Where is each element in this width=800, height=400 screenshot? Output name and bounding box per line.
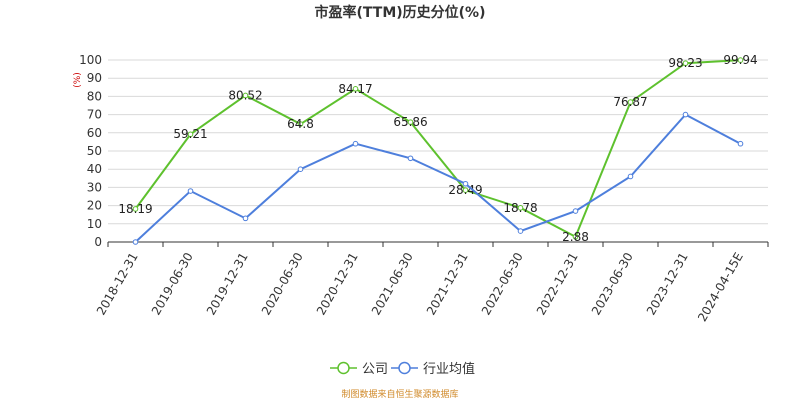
legend-label-company: 公司 — [362, 362, 388, 377]
legend-marker-circle — [337, 361, 350, 375]
data-label: 99.94 — [723, 53, 757, 67]
x-tick-label: 2023-06-30 — [589, 250, 636, 317]
data-point — [517, 205, 524, 211]
data-point — [627, 173, 634, 180]
legend-label-industry: 行业均值 — [423, 361, 475, 377]
x-tick-label: 2022-12-31 — [534, 250, 581, 317]
data-label: 80.52 — [228, 88, 262, 102]
x-tick-label: 2022-06-30 — [479, 250, 526, 317]
legend-item-company[interactable]: 公司 — [330, 361, 388, 377]
y-tick-label: 80 — [87, 89, 102, 103]
data-point — [462, 187, 469, 193]
data-point — [297, 166, 304, 172]
series-line — [134, 113, 741, 243]
data-point — [682, 60, 689, 67]
legend-marker-circle — [398, 361, 411, 375]
data-label: 65.86 — [393, 115, 427, 129]
data-point — [407, 155, 414, 162]
y-tick-label: 20 — [87, 199, 102, 213]
y-tick-label: 50 — [87, 144, 102, 158]
x-tick-label: 2023-12-31 — [644, 250, 691, 317]
x-tick-label: 2019-06-30 — [149, 250, 196, 317]
legend-item-industry[interactable]: 行业均值 — [391, 361, 475, 377]
x-tick-label: 2019-12-31 — [204, 250, 251, 317]
data-label: 64.8 — [287, 117, 314, 131]
x-tick-label: 2020-06-30 — [259, 250, 306, 317]
data-point — [352, 140, 359, 147]
y-tick-label: 10 — [87, 217, 102, 231]
data-point — [297, 121, 304, 127]
data-point — [737, 140, 744, 147]
series: 18.19 59.21 80.52 64.8 84.17 65.86 28.49 18.78 2… — [118, 53, 758, 245]
data-point — [187, 188, 194, 194]
data-label: 18.78 — [503, 201, 537, 215]
data-point — [517, 228, 524, 234]
data-point — [187, 131, 194, 138]
data-point — [572, 233, 579, 240]
y-tick-label: 70 — [87, 108, 102, 122]
legend: 公司 行业均值 — [330, 361, 475, 377]
x-tick-label: 2021-12-31 — [424, 250, 471, 317]
y-tick-label: 40 — [87, 162, 102, 176]
data-label: 98.23 — [668, 56, 702, 70]
data-label: 59.21 — [173, 127, 207, 141]
data-label: 2.88 — [562, 230, 589, 244]
data-label: 76.87 — [613, 95, 647, 109]
data-point — [132, 206, 139, 212]
data-point — [407, 119, 414, 125]
grid — [108, 59, 768, 243]
y-tick-label: 30 — [87, 180, 102, 194]
x-tick-label: 2024-04-15E — [695, 250, 746, 324]
legend-marker-icon — [391, 361, 418, 375]
data-point — [572, 208, 579, 214]
data-label: 28.49 — [448, 183, 482, 197]
series-line — [134, 59, 741, 239]
y-axis-unit: (%) — [73, 72, 83, 88]
x-tick-label: 2020-12-31 — [314, 250, 361, 317]
axes: 0 10 20 30 40 50 60 70 80 90 100 2018-12-31 2019-06-… — [79, 53, 769, 324]
data-point — [462, 180, 469, 187]
y-tick-label: 60 — [87, 126, 102, 140]
source-note: 制图数据来自恒生聚源数据库 — [341, 388, 458, 400]
data-point — [682, 111, 689, 118]
x-tick-label: 2021-06-30 — [369, 250, 416, 317]
data-label: 18.19 — [118, 202, 152, 216]
y-tick-label: 0 — [94, 235, 102, 249]
data-point — [242, 92, 249, 99]
data-point — [352, 86, 359, 92]
data-point — [627, 99, 634, 105]
data-point — [132, 239, 139, 245]
y-tick-label: 90 — [87, 71, 102, 85]
x-tick-label: 2018-12-31 — [94, 250, 141, 317]
y-tick-label: 100 — [79, 53, 102, 67]
data-point — [737, 57, 744, 63]
data-label: 84.17 — [338, 82, 372, 96]
data-point — [242, 215, 249, 222]
legend-marker-icon — [330, 361, 357, 375]
chart-title: 市盈率(TTM)历史分位(%) — [315, 4, 486, 21]
